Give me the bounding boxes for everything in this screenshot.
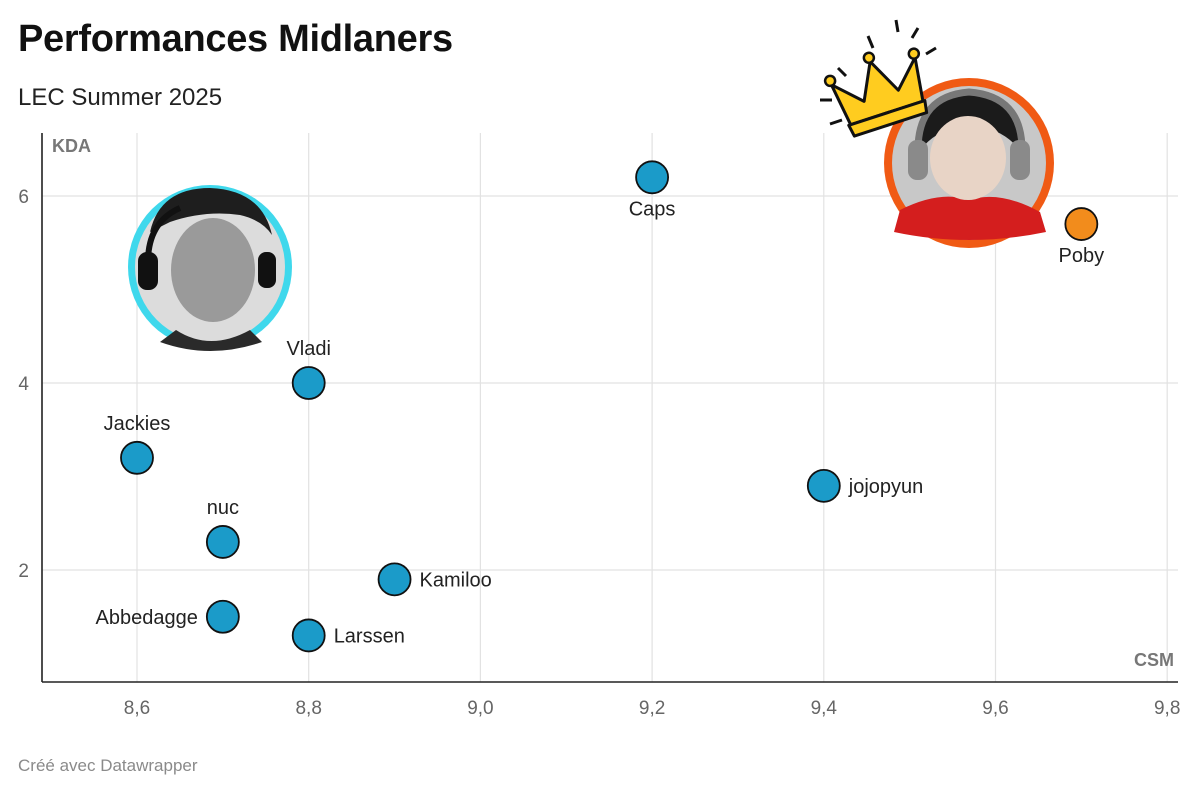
data-point-caps xyxy=(635,160,669,195)
x-tick-label: 9,8 xyxy=(1154,698,1180,719)
axes xyxy=(41,133,1178,683)
data-point-nuc xyxy=(205,525,240,559)
player-avatar-left xyxy=(128,185,292,351)
x-tick-label: 9,6 xyxy=(982,698,1008,719)
data-point-vladi xyxy=(291,366,326,400)
point-label-abbedagge: Abbedagge xyxy=(96,607,198,629)
y-tick-label: 6 xyxy=(18,187,29,208)
credit-text: Créé avec Datawrapper xyxy=(18,756,198,775)
x-axis-title: CSM xyxy=(1134,650,1174,670)
point-label-nuc: nuc xyxy=(207,497,239,519)
x-tick-label: 9,0 xyxy=(467,698,493,719)
y-tick-label: 4 xyxy=(18,374,29,395)
data-point-larssen xyxy=(291,618,326,653)
point-label-larssen: Larssen xyxy=(334,625,405,647)
x-tick-label: 9,4 xyxy=(811,698,838,719)
data-point-jojopyun xyxy=(806,468,841,503)
data-point-kamiloo xyxy=(377,562,412,597)
point-label-jojopyun: jojopyun xyxy=(848,476,924,498)
point-label-kamiloo: Kamiloo xyxy=(420,569,492,591)
data-point-abbedagge xyxy=(205,599,240,634)
point-label-caps: Caps xyxy=(629,198,676,220)
data-point-poby xyxy=(1064,207,1099,241)
data-points: Caps Poby Vladi Jackies jojopyun nuc Kamiloo Ab… xyxy=(96,160,1105,653)
chart-subtitle: LEC Summer 2025 xyxy=(18,84,223,111)
x-tick-label: 8,6 xyxy=(124,698,150,719)
crown-icon xyxy=(820,19,937,138)
y-axis-title: KDA xyxy=(52,136,91,156)
chart-title: Performances Midlaners xyxy=(18,18,453,60)
point-label-poby: Poby xyxy=(1059,245,1105,267)
point-label-vladi: Vladi xyxy=(286,338,330,360)
y-tick-label: 2 xyxy=(18,561,29,582)
player-avatar-right xyxy=(884,78,1054,248)
data-point-jackies xyxy=(120,440,154,475)
tick-labels: 8,6 8,8 9,0 9,2 9,4 9,6 9,8 2 4 6 xyxy=(18,187,1180,719)
x-tick-label: 8,8 xyxy=(295,698,321,719)
point-label-jackies: Jackies xyxy=(104,413,171,435)
x-tick-label: 9,2 xyxy=(639,698,665,719)
